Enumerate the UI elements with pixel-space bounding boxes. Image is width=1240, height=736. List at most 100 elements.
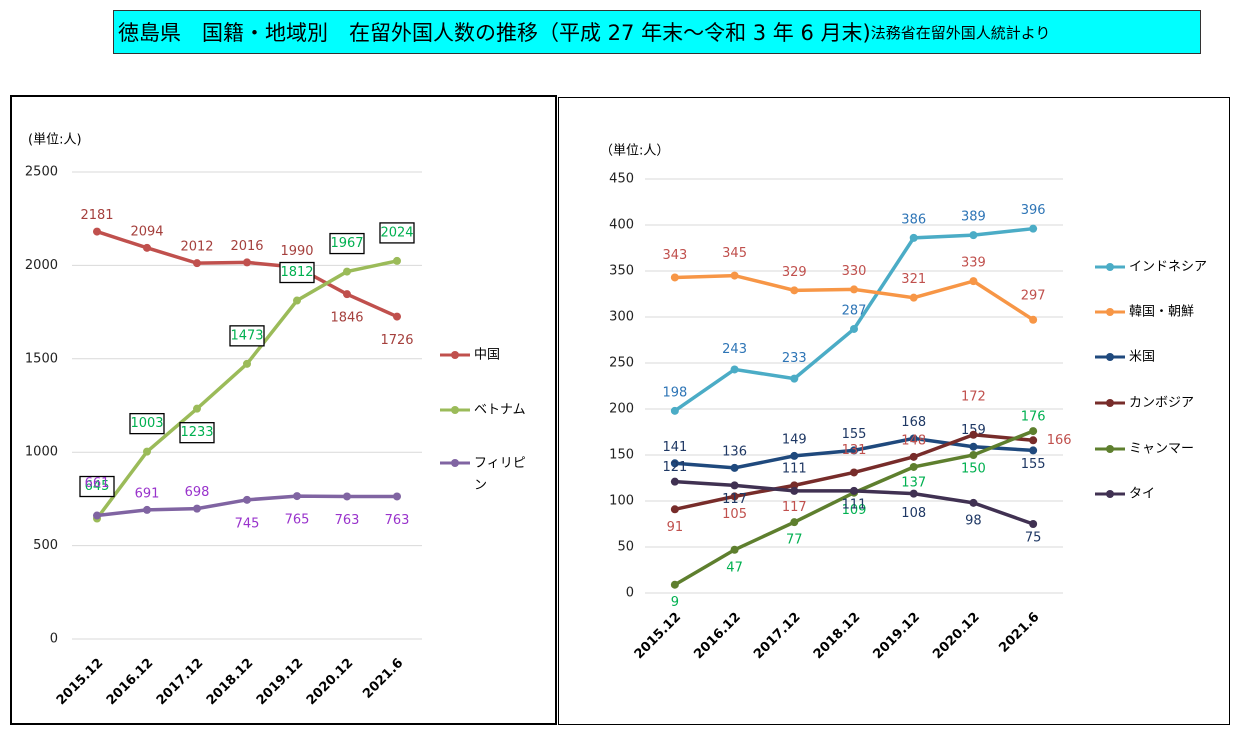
data-label: 386 — [901, 212, 926, 227]
data-label: 1233 — [180, 425, 213, 440]
data-point — [143, 243, 151, 252]
label-box — [79, 475, 115, 498]
x-tick-label: 2018.12 — [811, 610, 863, 662]
x-tick-label: 2021.6 — [996, 610, 1042, 656]
data-label: 121 — [662, 460, 687, 475]
data-label: 1003 — [130, 416, 163, 431]
data-point — [93, 511, 101, 520]
x-tick-label: 2019.12 — [254, 656, 306, 708]
y-tick-label: 1000 — [25, 445, 58, 460]
legend-marker — [1106, 263, 1114, 271]
data-label: 168 — [901, 415, 926, 430]
chart: (単位:人) 0 500 1000 1500 2000 2500 2015.122016.12… — [25, 132, 526, 709]
x-tick-label: 2019.12 — [871, 610, 923, 662]
data-label: 2016 — [230, 239, 263, 254]
y-tick-label: 50 — [617, 540, 634, 555]
y-tick-label: 0 — [50, 632, 58, 647]
y-tick-label: 1500 — [25, 351, 58, 366]
data-label: 1967 — [330, 236, 363, 251]
data-label: 765 — [285, 513, 310, 528]
data-point — [969, 442, 978, 451]
panel-left — [10, 95, 557, 725]
data-label: 763 — [335, 513, 360, 528]
data-point — [343, 492, 351, 501]
x-tick-label: 2016.12 — [104, 656, 156, 708]
x-tick-label: 2021.6 — [360, 656, 406, 702]
data-point — [343, 290, 351, 299]
data-point — [1029, 315, 1038, 324]
data-label: 75 — [1025, 531, 1042, 546]
data-point — [243, 258, 251, 267]
legend-label-part: フィリピ — [474, 456, 526, 471]
data-label: 131 — [842, 443, 867, 458]
data-point — [790, 486, 799, 495]
x-tick-label: 2020.12 — [930, 610, 982, 662]
data-point — [730, 365, 739, 374]
data-label: 2181 — [80, 208, 113, 223]
header: 徳島県 国籍・地域別 在留外国人数の推移（平成 27 年末～令和 3 年 6 月… — [113, 10, 1201, 54]
data-point — [790, 481, 799, 490]
data-point — [293, 296, 301, 305]
data-point — [850, 285, 858, 294]
data-label: 321 — [901, 272, 926, 287]
data-label: 155 — [842, 427, 867, 442]
data-point — [343, 267, 351, 276]
legend-marker — [1106, 353, 1114, 361]
data-label: 389 — [961, 210, 986, 225]
y-tick-label: 200 — [609, 402, 634, 417]
data-label: 2094 — [130, 224, 163, 239]
data-point — [969, 430, 978, 439]
data-label: 243 — [722, 342, 747, 357]
data-point — [730, 463, 739, 472]
data-point — [790, 518, 799, 527]
legend-marker — [451, 351, 459, 359]
data-label: 117 — [782, 500, 807, 515]
data-label: 329 — [782, 265, 807, 280]
data-label: 105 — [722, 507, 747, 522]
data-label: 148 — [901, 433, 926, 448]
data-label: 77 — [786, 533, 803, 548]
data-point — [730, 271, 739, 280]
data-label: 149 — [782, 432, 807, 447]
y-tick-label: 450 — [609, 172, 634, 187]
y-tick-label: 0 — [626, 586, 634, 601]
y-axis-label: （単位:人） — [600, 143, 669, 159]
legend-marker — [451, 459, 459, 467]
label-box — [129, 412, 165, 435]
data-label: 396 — [1021, 203, 1046, 218]
data-label: 1990 — [280, 244, 313, 259]
data-point — [670, 273, 679, 282]
data-point — [790, 286, 799, 295]
legend-label: ベトナム — [474, 403, 526, 418]
data-point — [790, 451, 799, 460]
data-point — [93, 227, 101, 236]
data-label: 763 — [385, 513, 410, 528]
data-label: 108 — [901, 506, 926, 521]
legend-label: 中国 — [474, 348, 500, 363]
data-label: 1726 — [380, 333, 413, 348]
data-label: 141 — [662, 440, 687, 455]
legend-label-part: ン — [474, 478, 487, 493]
label-box — [279, 261, 315, 284]
x-tick-label: 2015.12 — [54, 656, 106, 708]
y-tick-label: 250 — [609, 356, 634, 371]
data-point — [909, 489, 918, 498]
label-box — [329, 232, 365, 255]
data-label: 645 — [85, 479, 110, 494]
y-tick-label: 150 — [609, 448, 634, 463]
data-point — [969, 451, 978, 459]
data-point — [909, 452, 918, 461]
data-point — [393, 492, 401, 501]
legend-label: ミャンマー — [1129, 442, 1194, 457]
data-point — [670, 505, 679, 514]
data-point — [969, 498, 978, 507]
data-point — [670, 406, 679, 415]
data-label: 117 — [722, 492, 747, 507]
y-axis-label: (単位:人) — [28, 132, 82, 148]
data-point — [293, 492, 301, 501]
data-label: 150 — [961, 462, 986, 477]
data-label: 176 — [1021, 410, 1046, 425]
y-tick-label: 2000 — [25, 258, 58, 273]
data-point — [193, 404, 201, 413]
